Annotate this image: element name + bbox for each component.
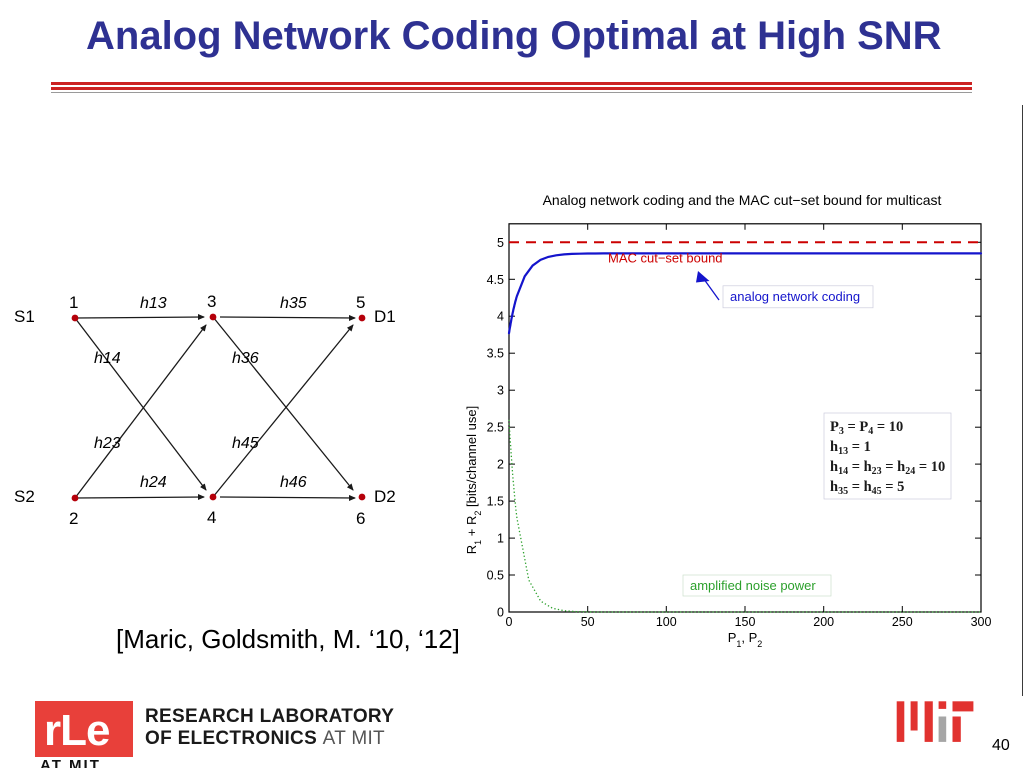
svg-text:h14: h14: [94, 350, 121, 367]
svg-text:1.5: 1.5: [487, 495, 504, 509]
svg-text:2.5: 2.5: [487, 421, 504, 435]
svg-text:300: 300: [971, 615, 992, 629]
svg-text:h14 = h23 = h24 = 10: h14 = h23 = h24 = 10: [830, 459, 945, 477]
svg-text:0.5: 0.5: [487, 569, 504, 583]
svg-text:5: 5: [497, 236, 504, 250]
svg-text:2: 2: [497, 458, 504, 472]
svg-text:h45: h45: [232, 435, 259, 452]
svg-text:0: 0: [497, 606, 504, 620]
svg-text:analog network coding: analog network coding: [730, 289, 860, 304]
svg-text:5: 5: [356, 293, 365, 312]
svg-text:4: 4: [207, 508, 216, 527]
svg-text:h13: h13: [140, 295, 167, 312]
svg-text:50: 50: [581, 615, 595, 629]
svg-text:1: 1: [69, 293, 78, 312]
svg-text:S2: S2: [14, 487, 35, 506]
svg-text:4: 4: [497, 310, 504, 324]
svg-text:Analog network coding and the: Analog network coding and the MAC cut−se…: [543, 192, 942, 208]
svg-text:D1: D1: [374, 307, 396, 326]
svg-text:h35: h35: [280, 295, 307, 312]
svg-text:S1: S1: [14, 307, 35, 326]
svg-text:100: 100: [656, 615, 677, 629]
svg-text:6: 6: [356, 509, 365, 528]
svg-text:3.5: 3.5: [487, 347, 504, 361]
svg-text:h13 = 1: h13 = 1: [830, 439, 871, 457]
svg-text:h46: h46: [280, 474, 307, 491]
svg-text:4.5: 4.5: [487, 273, 504, 287]
svg-text:3: 3: [207, 292, 216, 311]
svg-text:3: 3: [497, 384, 504, 398]
svg-text:1: 1: [497, 532, 504, 546]
svg-text:MAC cut−set bound: MAC cut−set bound: [608, 251, 723, 266]
svg-text:250: 250: [892, 615, 913, 629]
svg-text:P1, P2: P1, P2: [728, 630, 763, 649]
svg-text:200: 200: [813, 615, 834, 629]
svg-text:h23: h23: [94, 435, 121, 452]
svg-text:amplified noise power: amplified noise power: [690, 578, 816, 593]
svg-text:R1 + R2 [bits/channel use]: R1 + R2 [bits/channel use]: [464, 406, 483, 554]
svg-text:h24: h24: [140, 474, 167, 491]
svg-text:0: 0: [506, 615, 513, 629]
svg-text:2: 2: [69, 509, 78, 528]
svg-text:D2: D2: [374, 487, 396, 506]
svg-text:h36: h36: [232, 350, 259, 367]
svg-text:150: 150: [735, 615, 756, 629]
